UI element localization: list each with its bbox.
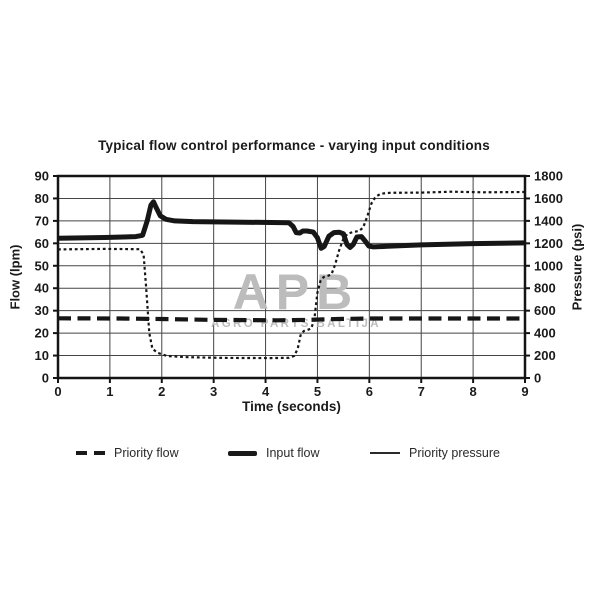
legend-label-priority-flow: Priority flow [114,446,179,460]
priority-pressure-line-icon [370,452,400,454]
legend-label-priority-pressure: Priority pressure [409,446,500,460]
y-left-tick-label: 40 [35,281,49,296]
y-left-tick-label: 50 [35,258,49,273]
y-right-tick-label: 400 [534,326,556,341]
plot-border [56,174,527,380]
series-input-flow [57,199,526,251]
x-tick-label: 8 [469,384,476,399]
y-right-tick-label: 1800 [534,169,563,184]
y-axis-label-pressure: Pressure (psi) [569,223,585,311]
legend-item-input-flow: Input flow [228,444,320,462]
y-right-tick-label: 0 [534,371,541,386]
svg-text:APB: APB [233,264,360,320]
x-tick-label: 9 [521,384,528,399]
y-left-tick-label: 60 [35,236,49,251]
y-left-tick-label: 10 [35,348,49,363]
legend-item-priority-pressure: Priority pressure [370,444,500,462]
y-axis-label-flow: Flow (lpm) [7,244,23,310]
y-right-tick-label: 800 [534,281,556,296]
y-right-tick-label: 1400 [534,213,563,228]
x-tick-label: 5 [314,384,321,399]
x-tick-label: 0 [54,384,61,399]
y-right-tick-label: 1600 [534,191,563,206]
x-axis-label-time: Time (seconds) [242,399,341,414]
y-right-tick-label: 1200 [534,236,563,251]
y-right-tick-label: 1000 [534,258,563,273]
legend-label-input-flow: Input flow [266,446,320,460]
y-left-tick-label: 20 [35,326,49,341]
y-left-tick-label: 30 [35,303,49,318]
chart-title: Typical flow control performance - varyi… [98,138,490,153]
input-flow-line-icon [228,450,257,456]
x-tick-label: 2 [158,384,165,399]
y-right-tick-label: 200 [534,348,556,363]
x-tick-label: 3 [210,384,217,399]
y-left-tick-label: 70 [35,213,49,228]
series-priority-flow [57,316,525,323]
y-right-tick-label: 600 [534,303,556,318]
gridlines [58,176,525,378]
priority-flow-line-icon [76,451,105,455]
x-tick-label: 6 [366,384,373,399]
x-tick-label: 1 [106,384,113,399]
y-left-tick-label: 0 [42,371,49,386]
series-priority-pressure [57,190,526,360]
legend-item-priority-flow: Priority flow [76,444,179,462]
x-tick-label: 7 [418,384,425,399]
y-left-tick-label: 80 [35,191,49,206]
y-left-tick-label: 90 [35,169,49,184]
tick-labels: 0102030405060708090020040060080010001200… [35,169,563,400]
legend: Priority flow Input flow Priority pressu… [0,444,600,462]
x-tick-label: 4 [262,384,270,399]
